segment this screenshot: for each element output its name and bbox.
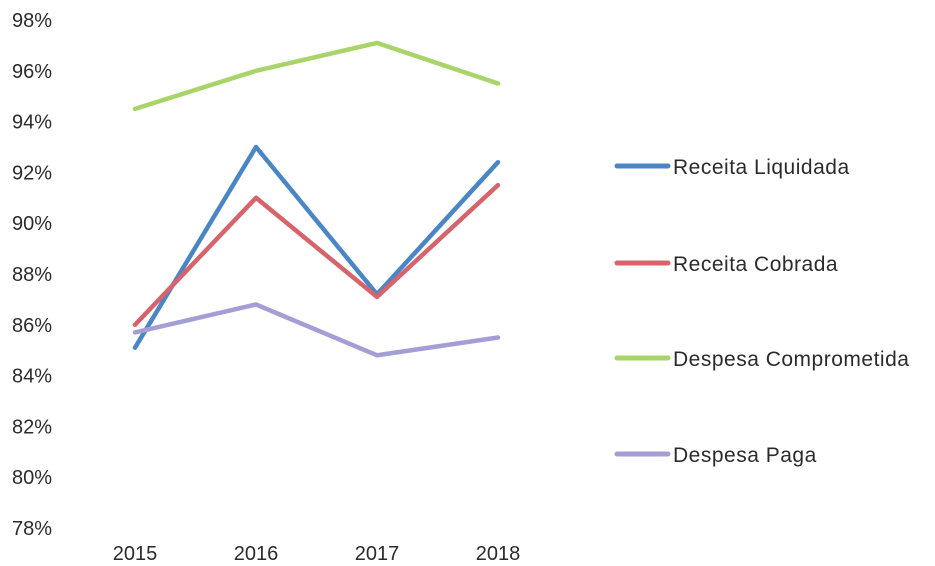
y-tick-label: 88% bbox=[12, 264, 52, 286]
series-lines bbox=[132, 40, 501, 358]
y-tick-label: 84% bbox=[12, 366, 52, 388]
x-tick-label: 2018 bbox=[476, 543, 521, 565]
y-tick-label: 96% bbox=[12, 61, 52, 83]
y-tick-label: 90% bbox=[12, 213, 52, 235]
series-line-despesa-comprometida bbox=[132, 40, 501, 112]
legend-label: Receita Cobrada bbox=[673, 253, 838, 276]
y-tick-label: 92% bbox=[12, 162, 52, 184]
x-tick-label: 2016 bbox=[234, 543, 279, 565]
legend-label: Despesa Comprometida bbox=[673, 348, 909, 371]
series-line-receita-cobrada bbox=[132, 182, 501, 328]
x-tick-label: 2015 bbox=[113, 543, 158, 565]
x-axis-ticks: 2015 2016 2017 2018 bbox=[113, 543, 521, 565]
y-tick-label: 98% bbox=[12, 10, 52, 32]
legend-label: Receita Liquidada bbox=[673, 156, 850, 179]
x-tick-label: 2017 bbox=[355, 543, 400, 565]
y-tick-label: 86% bbox=[12, 315, 52, 337]
y-tick-label: 78% bbox=[12, 518, 52, 540]
series-line-despesa-paga bbox=[132, 302, 501, 358]
series-line-receita-liquidada bbox=[132, 144, 501, 350]
y-tick-label: 80% bbox=[12, 467, 52, 489]
legend-label: Despesa Paga bbox=[673, 444, 817, 467]
y-tick-label: 82% bbox=[12, 416, 52, 438]
legend: Receita Liquidada Receita Cobrada Despesa … bbox=[614, 156, 909, 467]
y-axis-ticks: 78% 80% 82% 84% 86% 88% 90% 92% 94% 96% 98% bbox=[12, 10, 52, 540]
y-tick-label: 94% bbox=[12, 112, 52, 134]
